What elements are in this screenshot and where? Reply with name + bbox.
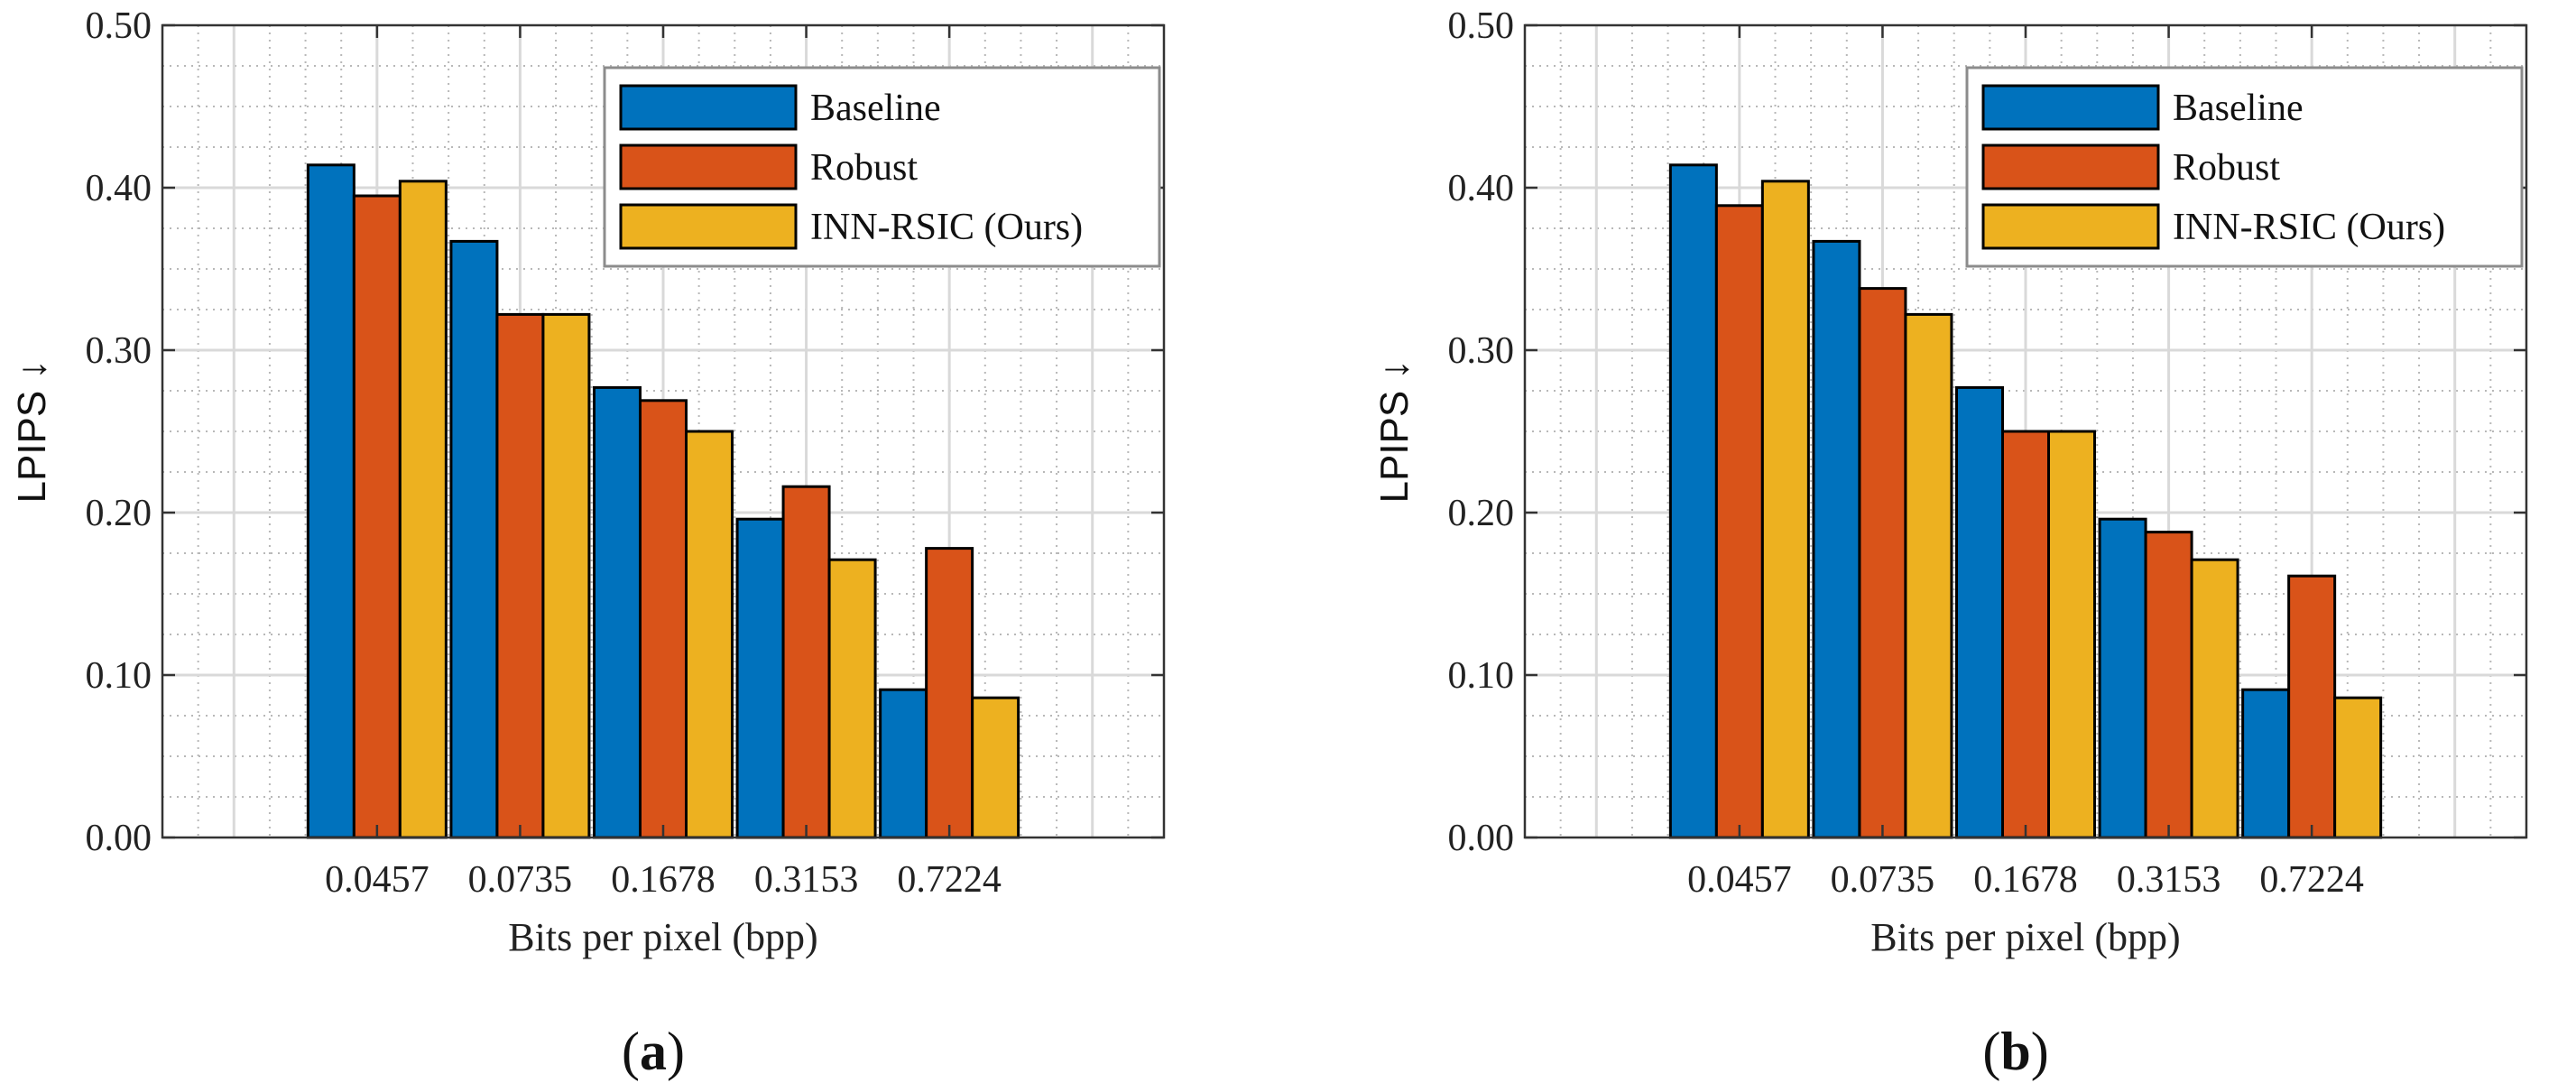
x-tick-label: 0.7224 (2259, 859, 2364, 901)
legend-swatch-1 (619, 143, 798, 190)
legend-entry-2: INN-RSIC (Ours) (2173, 207, 2445, 248)
bar-baseline-0.7224 (879, 688, 928, 839)
y-tick-label: 0.30 (86, 330, 152, 372)
y-tick-label: 0.40 (1448, 168, 1515, 209)
legend-entry-1: Robust (810, 147, 918, 189)
x-axis-label: Bits per pixel (bpp) (1870, 915, 2180, 959)
x-tick-label: 0.0735 (468, 859, 573, 901)
panel-label: (b) (1982, 1022, 2048, 1081)
legend-swatch-2 (619, 203, 798, 250)
y-axis-label-arrow: ↓ (1372, 360, 1417, 380)
y-tick-label: 0.20 (86, 493, 152, 534)
bar-robust-0.0735 (1858, 287, 1907, 839)
x-tick-label: 0.0457 (325, 859, 429, 901)
bar-inn-rsic-ours-0.3153 (2190, 558, 2239, 839)
bar-inn-rsic-ours-0.0457 (398, 180, 448, 839)
x-tick-label: 0.1678 (1973, 859, 2078, 901)
y-tick-label: 0.50 (86, 5, 152, 47)
legend-entry-0: Baseline (810, 88, 941, 129)
panel-label-close: ) (667, 1022, 685, 1081)
chart-panel-b: 0.00 0.10 0.20 0.30 0.40 0.50 0.0457 0.0735 0.16… (1372, 5, 2528, 1081)
chart-panel-a: 0.00 0.10 0.20 0.30 0.40 0.50 0.0457 0.0735 0.16… (10, 5, 1166, 1081)
y-tick-label: 0.00 (1448, 818, 1515, 859)
bar-robust-0.1678 (2001, 430, 2050, 839)
panel-label-open: ( (622, 1022, 640, 1081)
bar-baseline-0.0735 (1812, 239, 1861, 839)
bar-baseline-0.0735 (449, 239, 499, 839)
bar-robust-0.0457 (1714, 204, 1764, 839)
x-tick-label: 0.0457 (1687, 859, 1792, 901)
x-tick-label: 0.0735 (1831, 859, 1935, 901)
panel-label-close: ) (2031, 1022, 2049, 1081)
x-tick-label: 0.3153 (754, 859, 859, 901)
bar-inn-rsic-ours-0.7224 (2333, 696, 2383, 839)
bar-robust-0.3153 (781, 485, 831, 839)
bar-robust-0.7224 (925, 547, 974, 839)
bar-baseline-0.0457 (1668, 163, 1718, 839)
y-axis-label-text: LPIPS (10, 380, 54, 504)
y-axis-label: LPIPS ↓ (10, 360, 54, 504)
bar-baseline-0.3153 (2098, 517, 2147, 839)
bar-robust-0.0457 (352, 194, 402, 839)
bar-inn-rsic-ours-0.7224 (971, 696, 1020, 839)
y-axis-label-text: LPIPS (1372, 380, 1417, 504)
bar-baseline-0.1678 (1955, 385, 2004, 839)
x-tick-label: 0.3153 (2117, 859, 2221, 901)
bar-inn-rsic-ours-0.3153 (827, 558, 877, 839)
bar-baseline-0.3153 (735, 517, 785, 839)
legend-entry-2: INN-RSIC (Ours) (810, 207, 1083, 248)
legend-swatch-2 (1981, 203, 2160, 250)
y-tick-label: 0.30 (1448, 330, 1515, 372)
legend-entry-0: Baseline (2173, 88, 2304, 129)
bar-robust-0.0735 (495, 312, 545, 839)
bar-robust-0.1678 (639, 399, 688, 839)
bar-baseline-0.0457 (306, 163, 355, 839)
legend-entry-1: Robust (2173, 147, 2280, 189)
bar-inn-rsic-ours-0.0735 (541, 312, 591, 839)
panel-label-letter: a (640, 1022, 667, 1081)
bar-baseline-0.1678 (593, 385, 642, 839)
x-tick-label: 0.1678 (611, 859, 716, 901)
bar-inn-rsic-ours-0.0457 (1760, 180, 1810, 839)
y-tick-label: 0.50 (1448, 5, 1515, 47)
bar-inn-rsic-ours-0.1678 (685, 430, 734, 839)
bar-robust-0.7224 (2287, 574, 2337, 839)
y-axis-label: LPIPS ↓ (1372, 360, 1417, 504)
bar-robust-0.3153 (2144, 531, 2193, 839)
y-tick-label: 0.20 (1448, 493, 1515, 534)
legend-swatch-1 (1981, 143, 2160, 190)
panel-label: (a) (622, 1022, 685, 1081)
panel-label-letter: b (2000, 1022, 2030, 1081)
x-axis-label: Bits per pixel (bpp) (508, 915, 817, 959)
bar-inn-rsic-ours-0.1678 (2047, 430, 2096, 839)
y-tick-label: 0.10 (1448, 655, 1515, 697)
y-tick-label: 0.00 (86, 818, 152, 859)
x-tick-label: 0.7224 (897, 859, 1002, 901)
bar-inn-rsic-ours-0.0735 (1904, 312, 1953, 839)
legend-swatch-0 (1981, 84, 2160, 131)
bar-baseline-0.7224 (2241, 688, 2291, 839)
y-axis-label-arrow: ↓ (10, 360, 54, 380)
legend-swatch-0 (619, 84, 798, 131)
y-tick-label: 0.10 (86, 655, 152, 697)
y-tick-label: 0.40 (86, 168, 152, 209)
panel-label-open: ( (1982, 1022, 2000, 1081)
